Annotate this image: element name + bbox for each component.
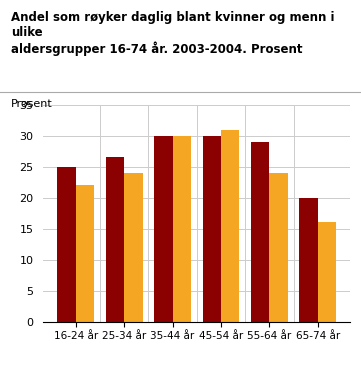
- Text: Prosent: Prosent: [11, 99, 53, 109]
- Bar: [318, 223, 336, 322]
- Bar: [124, 173, 143, 322]
- Bar: [173, 136, 191, 322]
- Bar: [76, 185, 94, 322]
- Bar: [251, 142, 269, 322]
- Bar: [57, 167, 76, 322]
- Bar: [221, 129, 239, 322]
- Bar: [203, 136, 221, 322]
- Bar: [299, 198, 318, 322]
- Bar: [269, 173, 288, 322]
- Bar: [154, 136, 173, 322]
- Text: Andel som røyker daglig blant kvinner og menn i ulike
aldersgrupper 16-74 år. 20: Andel som røyker daglig blant kvinner og…: [11, 11, 334, 56]
- Bar: [106, 157, 124, 322]
